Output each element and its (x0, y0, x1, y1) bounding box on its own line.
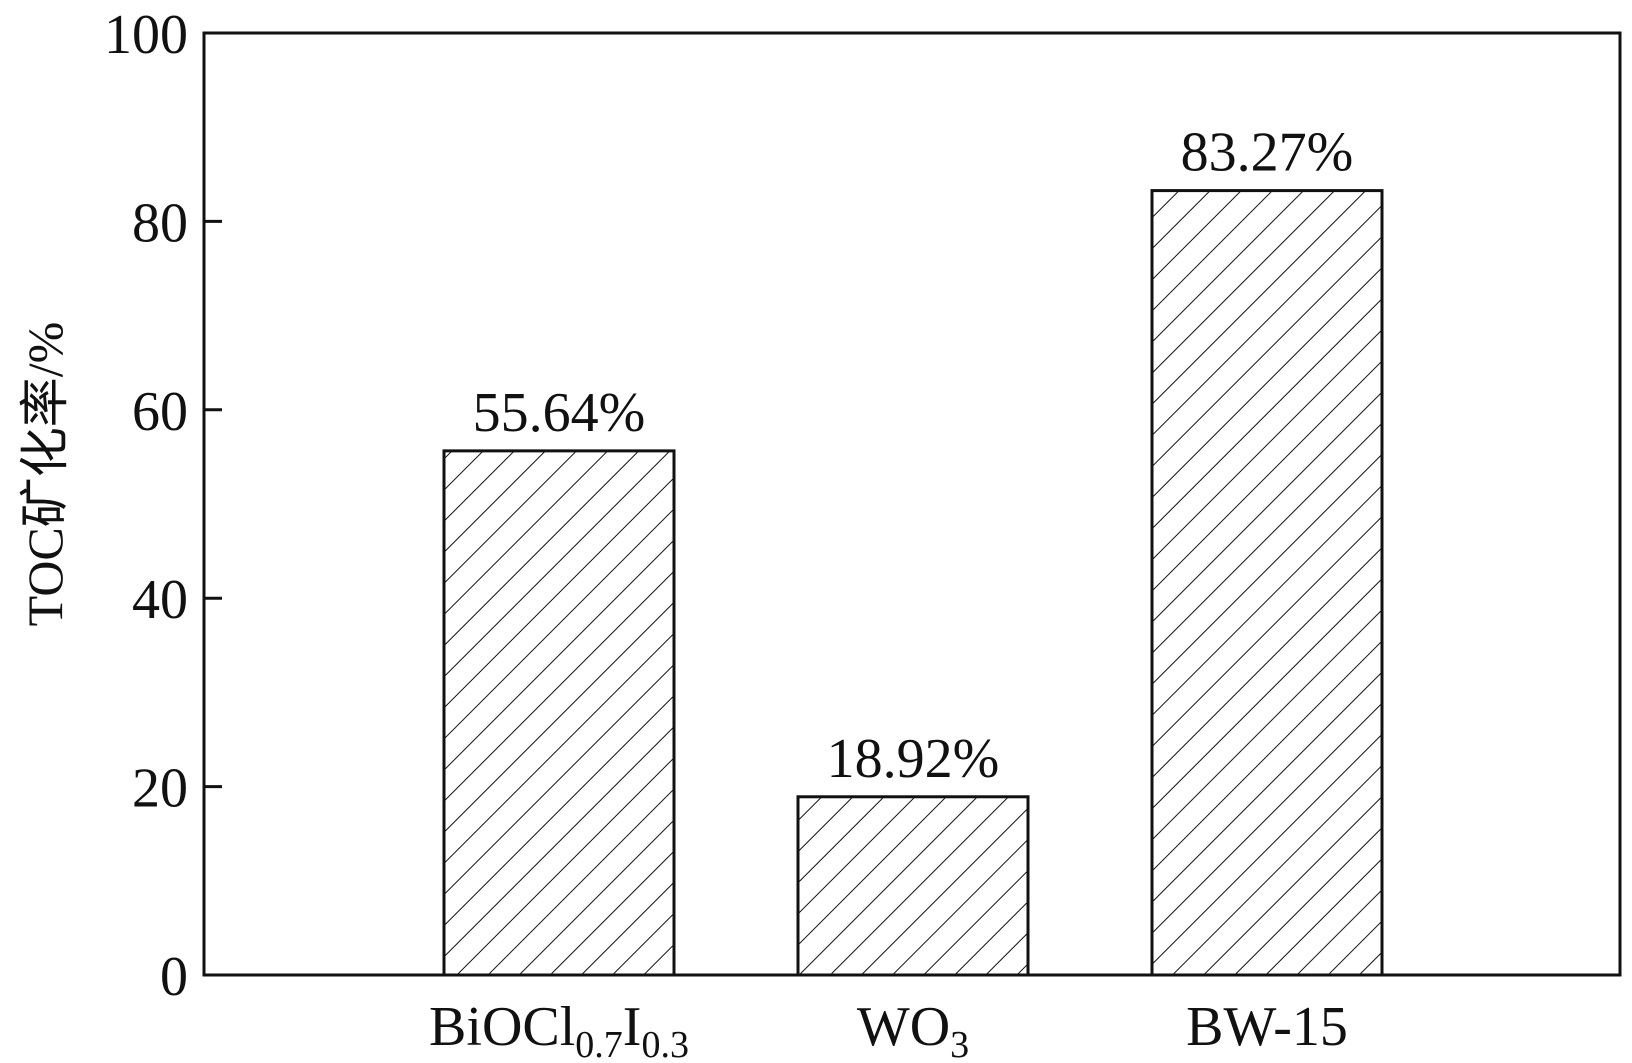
data-label-2: 83.27% (1181, 122, 1354, 184)
y-tick-label: 80 (132, 192, 188, 254)
x-category-label-0: BiOCl0.7I0.3 (429, 996, 689, 1063)
x-category-label-1: WO3 (857, 996, 969, 1063)
y-tick-label: 100 (104, 4, 188, 66)
bars (442, 189, 1384, 977)
x-axis: BiOCl0.7I0.3 WO3 BW-15 (429, 996, 1348, 1063)
y-axis-title: TOC矿化率/% (17, 322, 73, 627)
y-tick-label: 0 (160, 946, 188, 1008)
y-tick-label: 20 (132, 758, 188, 820)
y-tick-label: 60 (132, 381, 188, 443)
bar-2 (1150, 189, 1384, 977)
bar-0 (442, 449, 676, 977)
x-category-label-2: BW-15 (1186, 996, 1348, 1058)
bar-1 (796, 795, 1030, 977)
y-tick-label: 40 (132, 569, 188, 631)
data-labels: 55.64% 18.92% 83.27% (473, 122, 1354, 790)
data-label-1: 18.92% (827, 728, 1000, 790)
data-label-0: 55.64% (473, 382, 646, 444)
y-axis: 0 20 40 60 80 100 (104, 4, 222, 1008)
